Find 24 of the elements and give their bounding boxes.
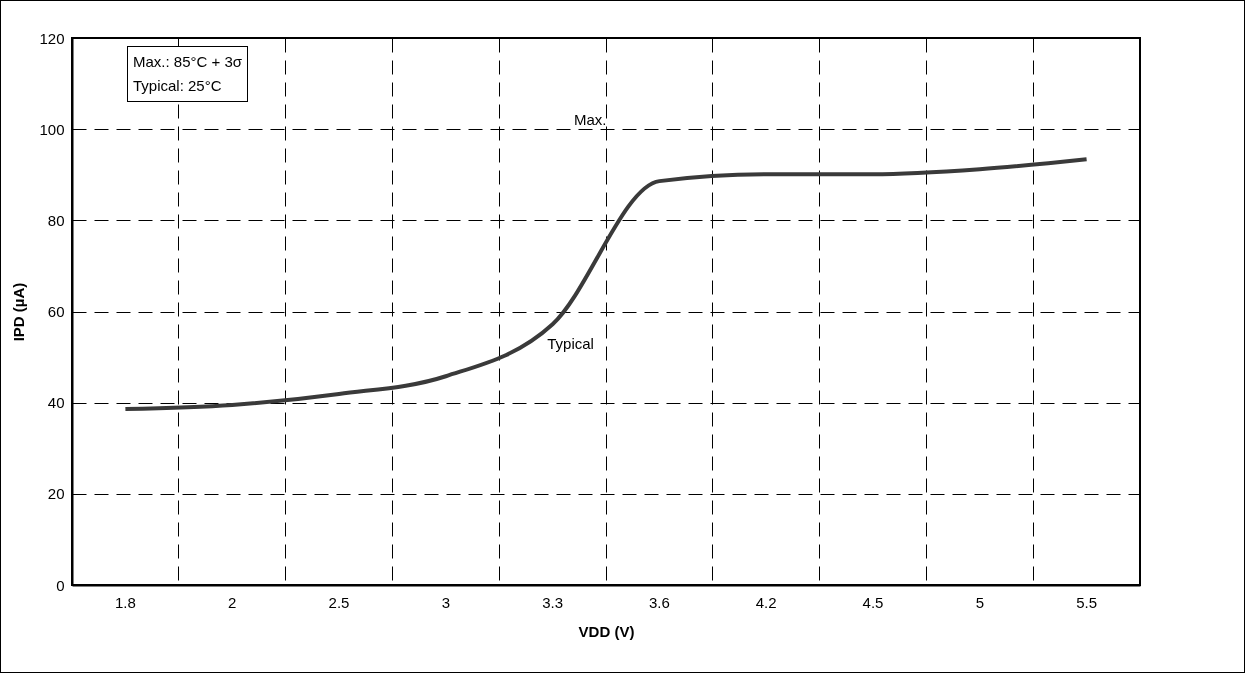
x-tick-label: 2.5 — [328, 593, 350, 611]
x-tick-label: 3.3 — [542, 593, 564, 611]
y-tick-label: 100 — [39, 120, 65, 138]
x-axis-title: VDD (V) — [578, 622, 635, 640]
line-series — [123, 157, 1089, 412]
y-tick-label: 0 — [56, 576, 65, 594]
x-tick-label: 3 — [441, 593, 450, 611]
y-axis-title: IPD (µA) — [10, 282, 28, 342]
x-tick-label: 4.2 — [755, 593, 777, 611]
annotation: Typical: 25°C — [133, 76, 223, 96]
x-tick-label: 1.8 — [114, 593, 136, 611]
y-tick-label: 60 — [47, 303, 65, 320]
x-tick-label: 2 — [228, 593, 237, 611]
annotation: Max.: 85°C + 3σ — [133, 52, 243, 72]
x-tick-label: 5.5 — [1076, 593, 1098, 611]
x-tick-label: 3.6 — [648, 593, 670, 611]
x-tick-label: 5 — [975, 593, 984, 611]
annotation: Max. — [573, 111, 607, 129]
y-tick-label: 40 — [47, 394, 65, 412]
y-tick-label: 20 — [47, 485, 65, 503]
x-tick-label: 4.5 — [862, 593, 884, 611]
annotation: Typical — [547, 335, 594, 353]
y-tick-label: 80 — [47, 211, 65, 229]
y-tick-label: 120 — [39, 29, 65, 47]
